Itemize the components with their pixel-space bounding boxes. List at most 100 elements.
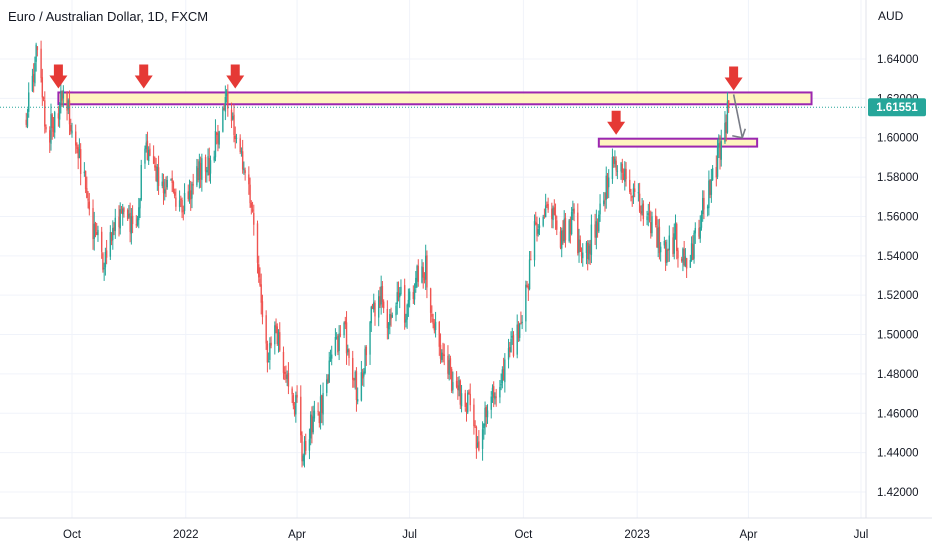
candle-body [70, 125, 72, 132]
candle-body [224, 97, 227, 112]
price-axis[interactable]: 1.640001.620001.600001.580001.560001.540… [877, 54, 919, 499]
support-zone[interactable] [597, 137, 759, 148]
y-tick-label: 1.56000 [877, 211, 919, 223]
candle-body [589, 244, 591, 254]
candle-body [611, 156, 614, 179]
candle-body [595, 221, 598, 238]
candle-body [700, 214, 703, 228]
candle-body [77, 147, 79, 159]
candle-body [230, 109, 233, 122]
x-tick-label: Apr [288, 529, 306, 541]
candle-body [640, 211, 642, 215]
candle-body [265, 315, 267, 344]
y-tick-label: 1.44000 [877, 448, 919, 460]
candle-body [240, 151, 243, 153]
candle-body [42, 97, 45, 99]
candle-body [374, 302, 376, 317]
candle-body [726, 101, 729, 133]
resistance-zone[interactable] [57, 91, 813, 106]
candle-body [530, 259, 532, 261]
candle-body [562, 229, 564, 241]
candle-body [233, 114, 235, 135]
candle-body [467, 392, 469, 413]
candle-body [474, 425, 476, 427]
candle-body [443, 354, 445, 356]
candle-body [614, 158, 616, 165]
candle-body [258, 264, 260, 278]
candle-body [347, 349, 349, 353]
candle-body [130, 216, 133, 234]
down-arrow-marker[interactable] [134, 64, 153, 89]
candle-body [156, 166, 159, 183]
candle-body [197, 167, 199, 181]
candle-body [227, 91, 229, 109]
candle-body [720, 141, 722, 160]
candle-body [96, 231, 98, 235]
candle-body [97, 229, 99, 236]
candle-body [171, 178, 173, 183]
candle-body [641, 205, 643, 214]
candle-body [36, 46, 39, 51]
candle-body [674, 222, 677, 234]
candle-body [170, 179, 172, 181]
down-arrow-marker[interactable] [226, 64, 245, 89]
down-arrow-marker[interactable] [49, 64, 68, 89]
down-arrow-marker[interactable] [607, 110, 626, 135]
candle-body [727, 100, 730, 108]
candle-body [102, 253, 104, 270]
candle-body [249, 184, 251, 204]
candle-body [119, 209, 121, 229]
candle-body [391, 314, 393, 318]
candle-body [379, 296, 381, 307]
candle-body [658, 226, 661, 254]
candle-body [667, 248, 669, 251]
candle-body [521, 321, 523, 324]
candle-body [165, 187, 167, 190]
candle-body [458, 379, 460, 391]
candle-body [612, 156, 615, 164]
candle-body [360, 372, 363, 401]
candle-body [105, 250, 108, 258]
candle-body [301, 435, 303, 462]
candle-body [512, 335, 515, 356]
candle-body [399, 293, 401, 298]
candle-body [625, 168, 627, 180]
candle-body [698, 228, 700, 237]
candle-body [345, 322, 348, 354]
candle-body [578, 239, 580, 253]
candle-body [267, 361, 270, 363]
candle-body [49, 130, 51, 143]
candle-body [460, 393, 463, 407]
candle-body [34, 63, 36, 84]
candle-body [348, 349, 350, 358]
candle-body [543, 215, 546, 217]
candle-body [87, 198, 89, 201]
candle-body [66, 92, 68, 111]
time-axis[interactable]: Oct 2022 Apr Jul Oct 2023 Apr Jul [63, 529, 868, 541]
candle-body [50, 113, 52, 144]
candle-body [663, 241, 666, 246]
candle-body [84, 171, 87, 190]
candle-body [78, 149, 81, 158]
candle-body [638, 193, 641, 212]
candle-body [225, 92, 228, 96]
candle-body [516, 324, 518, 355]
candle-body [209, 160, 212, 174]
candle-body [457, 385, 459, 391]
candle-body [173, 191, 176, 196]
candle-body [590, 224, 593, 255]
candle-body [319, 396, 322, 423]
candle-body [478, 441, 480, 451]
candle-body [416, 266, 418, 280]
candle-body [403, 285, 406, 323]
candle-body [244, 170, 246, 174]
down-arrow-marker[interactable] [724, 66, 743, 91]
projection-arrow-shaft[interactable] [732, 94, 744, 138]
candle-body [373, 302, 375, 310]
candle-body [455, 380, 458, 387]
candle-body [146, 140, 149, 160]
candle-body [261, 301, 264, 318]
candle-body [465, 408, 468, 413]
candle-body [287, 373, 290, 387]
